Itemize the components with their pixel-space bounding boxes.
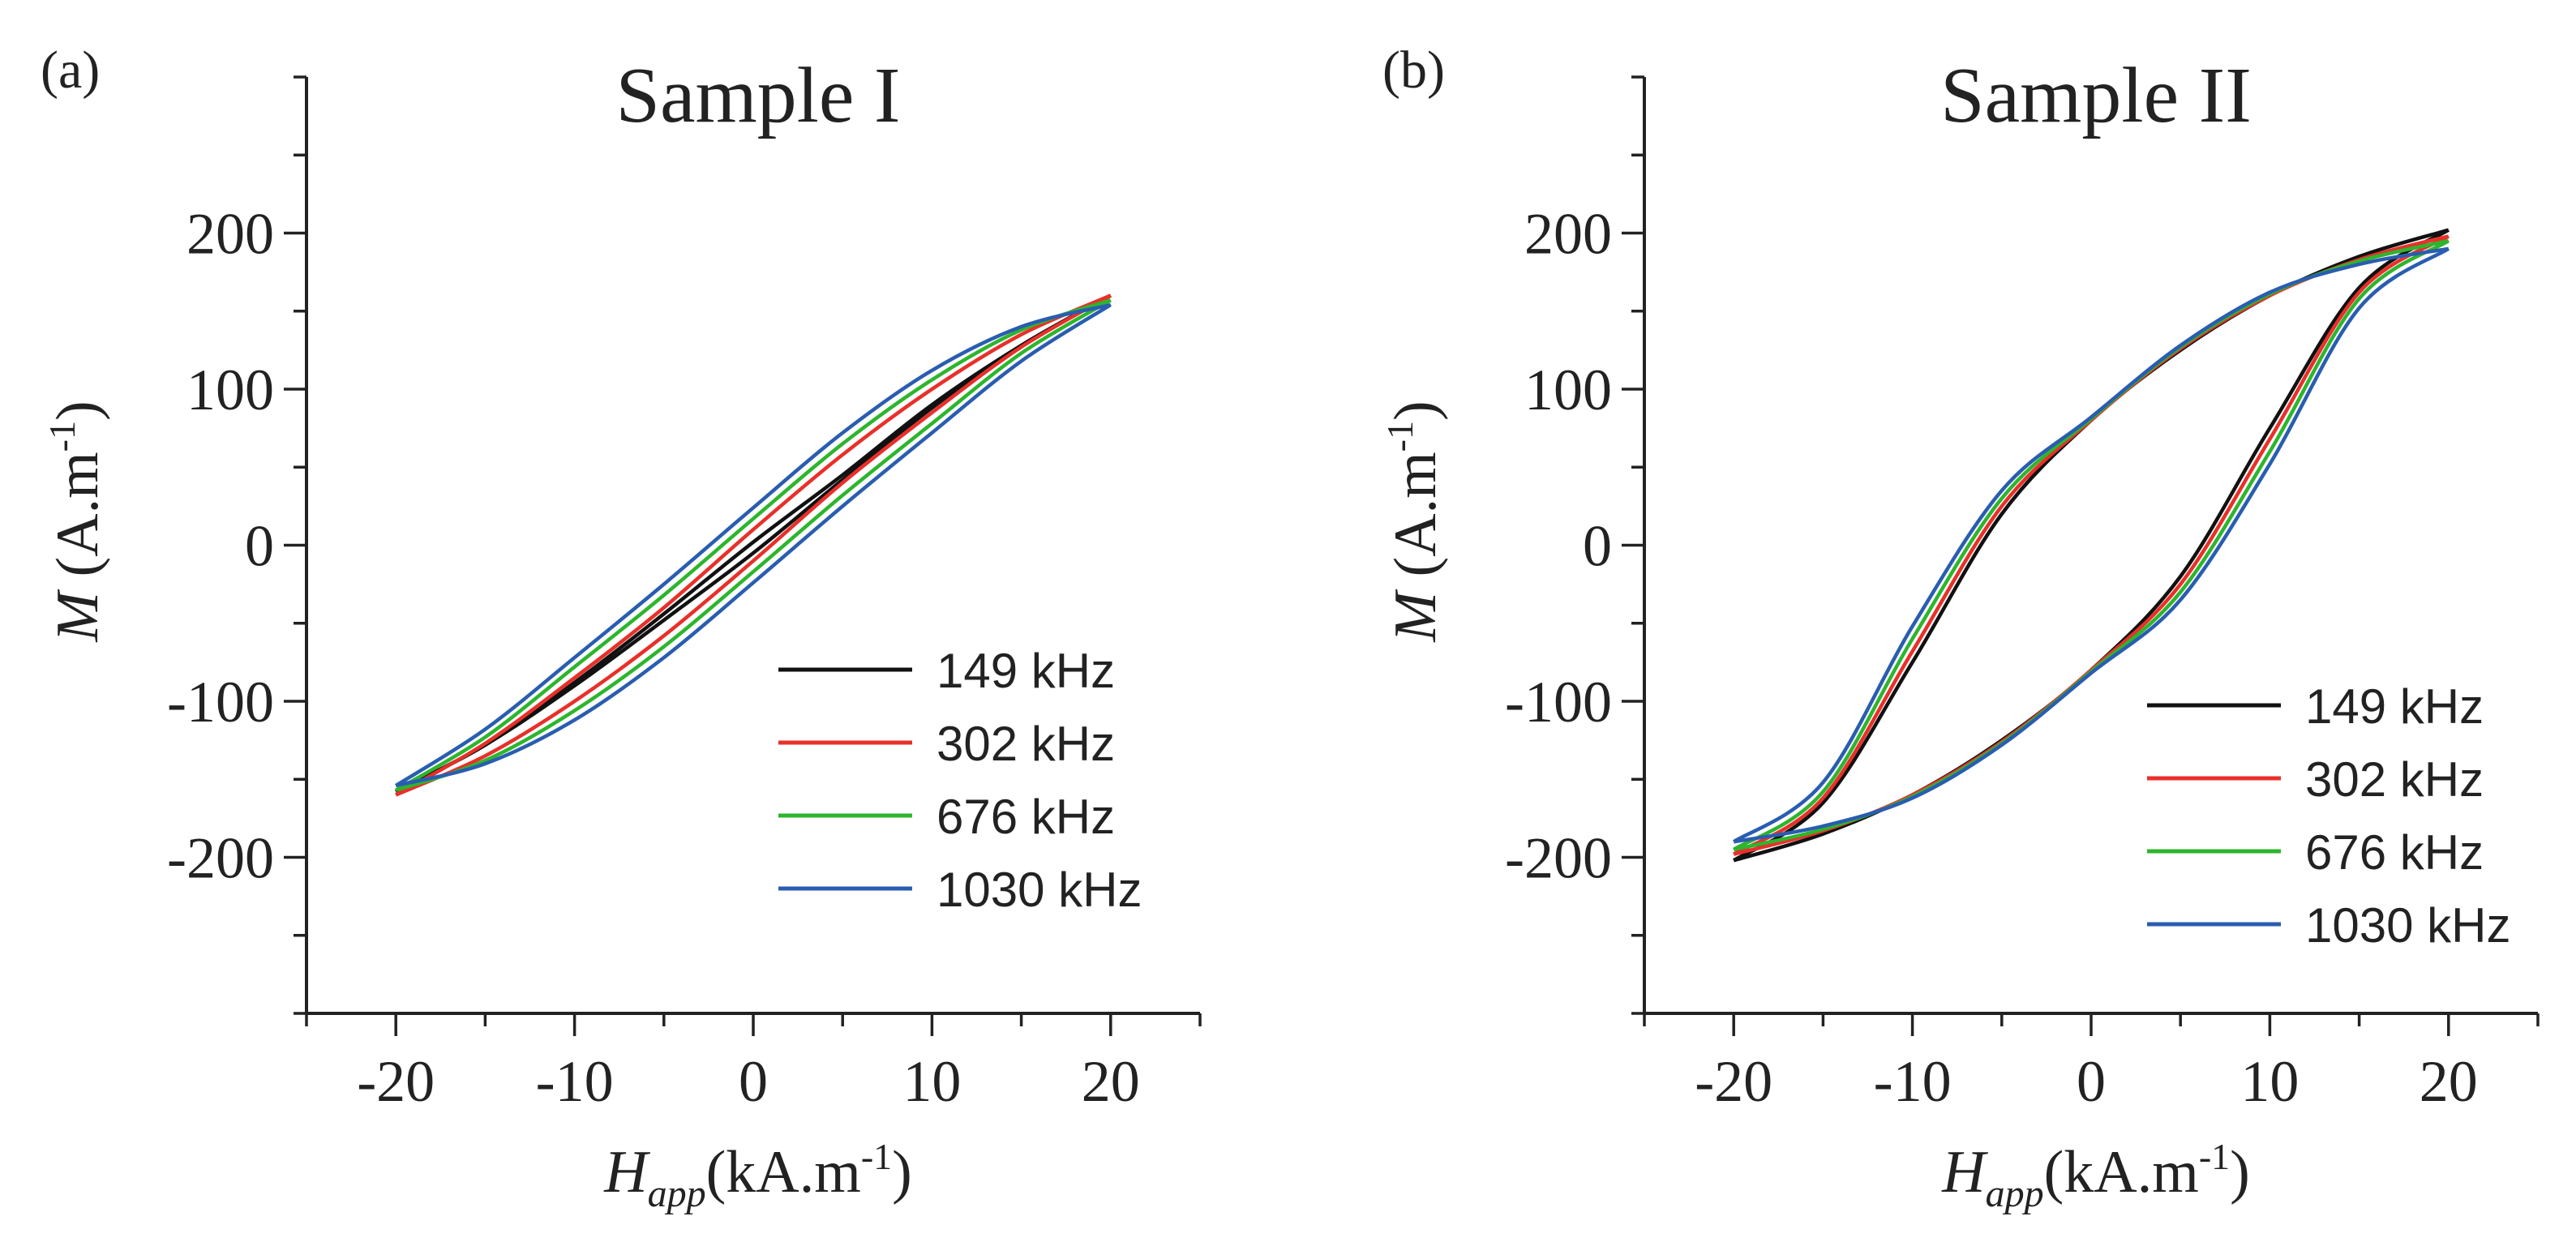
x-tick-label: -10 [1874,1049,1952,1114]
series-line-lower-1030-khz [395,303,1112,788]
legend-label: 676 kHz [2305,825,2484,880]
legend-label: 302 kHz [937,717,1115,771]
x-tick-label: -20 [357,1049,435,1114]
panel-title-a: Sample I [615,52,900,139]
y-tick-label: -100 [1505,670,1612,734]
series-line-upper-676-khz [395,298,1112,792]
y-tick-label: -200 [1505,826,1612,891]
y-tick-label: 200 [186,202,274,267]
y-tick-label: 100 [1524,358,1612,422]
x-tick-label: 0 [2077,1049,2106,1114]
y-tick-label: -200 [167,826,274,891]
x-tick-label: -10 [536,1049,614,1114]
y-tick-label: 0 [245,514,274,579]
series-line-lower-149-khz [395,293,1112,794]
x-tick-label: 10 [2240,1049,2299,1114]
y-axis-label-a: M (A.m-1) [41,400,111,642]
legend-label: 1030 kHz [937,863,1142,917]
legend-label: 676 kHz [937,790,1115,844]
y-tick-label: 200 [1524,202,1612,267]
panel-b: (b) Sample II -20 -10 0 10 20-200-1000100200… [1379,41,2540,1215]
x-tick-label: 20 [2420,1049,2478,1114]
x-tick-label: 20 [1082,1049,1140,1114]
y-tick-label: 0 [1583,514,1612,579]
panel-a: (a) Sample I -20 -10 0 10 20-200-10001002001… [41,41,1202,1215]
x-tick-label: -20 [1695,1049,1772,1114]
y-tick-label: 100 [186,358,274,422]
y-tick-label: -100 [167,670,274,734]
legend-label: 149 kHz [2305,679,2484,734]
series-line-lower-676-khz [395,298,1112,792]
x-tick-label: 10 [902,1049,961,1114]
legend-label: 302 kHz [2305,752,2484,807]
panel-label-b: (b) [1382,41,1445,100]
legend-label: 149 kHz [937,644,1115,698]
y-axis-label-b: M (A.m-1) [1379,400,1449,642]
series-line-upper-1030-khz [1732,246,2450,844]
legend-b: 149 kHz 302 kHz 676 kHz 1030 kHz [2147,679,2510,953]
panel-title-b: Sample II [1940,52,2252,139]
x-tick-label: 0 [739,1049,768,1114]
series-line-lower-1030-khz [1733,246,2450,844]
series-line-lower-302-khz [395,293,1112,797]
x-axis-label-b: Happ(kA.m-1) [1941,1136,2250,1215]
legend-label: 1030 kHz [2305,898,2510,953]
legend-a: 149 kHz 302 kHz 676 kHz 1030 kHz [778,644,1142,917]
x-axis-label-a: Happ(kA.m-1) [603,1136,912,1215]
series-line-upper-1030-khz [395,302,1112,787]
panel-label-a: (a) [41,41,100,100]
series-line-upper-302-khz [395,293,1112,797]
